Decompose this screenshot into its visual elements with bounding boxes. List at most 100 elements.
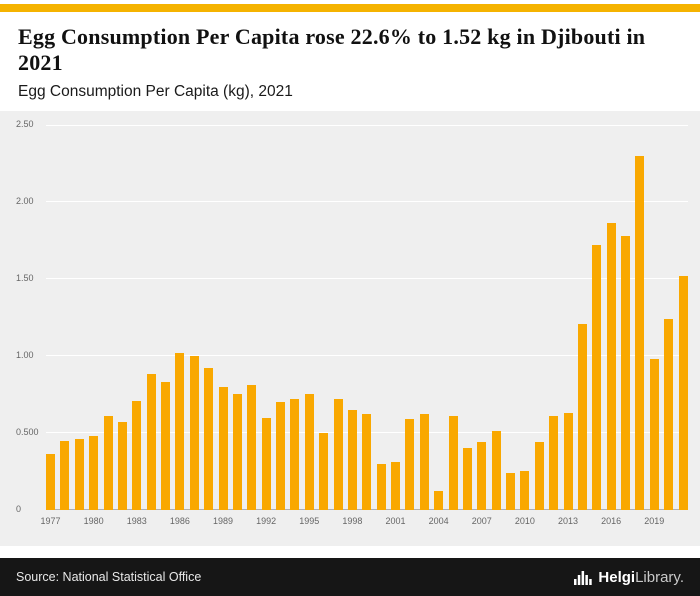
bar-2015 xyxy=(592,245,602,510)
x-slot-1981 xyxy=(104,516,113,530)
bar-1997 xyxy=(333,399,343,510)
x-slot-1980: 1980 xyxy=(84,516,104,530)
x-slot-1999 xyxy=(362,516,371,530)
gridline-2.50 xyxy=(46,124,688,126)
x-slot-2014 xyxy=(578,516,587,530)
bar-1994 xyxy=(290,399,300,510)
bar-1986 xyxy=(175,352,185,510)
bar-2009 xyxy=(506,472,515,510)
x-slot-2004: 2004 xyxy=(429,516,449,530)
x-slot-2013: 2013 xyxy=(558,516,578,530)
logo-text-helgi: Helgi xyxy=(598,568,636,586)
x-slot-2005 xyxy=(449,516,458,530)
chart-inner: 0 0.500 1.00 1.50 2.00 2.50 1977 1980 1983 1986 1… xyxy=(8,119,688,530)
bar-2010 xyxy=(520,471,530,510)
x-slot-1984 xyxy=(147,516,156,530)
bar-2004 xyxy=(434,491,444,510)
bar-1992 xyxy=(261,417,271,510)
bar-2012 xyxy=(549,415,559,510)
bar-1996 xyxy=(319,432,329,510)
x-tick-1995: 1995 xyxy=(299,515,320,526)
bar-1991 xyxy=(247,385,257,510)
top-accent-bar xyxy=(0,4,700,12)
x-slot-1995: 1995 xyxy=(299,516,319,530)
logo-text-dot: . xyxy=(679,568,684,586)
bar-2005 xyxy=(448,415,458,510)
x-slot-2020 xyxy=(664,516,673,530)
x-slot-1997 xyxy=(334,516,343,530)
bar-2013 xyxy=(563,412,573,510)
x-slot-2017 xyxy=(621,516,630,530)
bar-2018 xyxy=(635,155,645,510)
bar-2020 xyxy=(664,318,674,510)
x-tick-2010: 2010 xyxy=(514,515,535,526)
x-tick-2004: 2004 xyxy=(428,515,449,526)
bar-1981 xyxy=(103,415,113,510)
plot-area xyxy=(46,124,688,510)
x-slot-1985 xyxy=(161,516,170,530)
x-slot-1990 xyxy=(233,516,242,530)
bar-1983 xyxy=(132,400,142,510)
x-slot-1998: 1998 xyxy=(342,516,362,530)
bar-1998 xyxy=(347,409,357,510)
bar-2014 xyxy=(577,323,587,510)
bar-1985 xyxy=(161,382,170,510)
bar-chart-icon xyxy=(574,571,593,585)
x-slot-1993 xyxy=(276,516,285,530)
helgi-library-logo[interactable]: HelgiLibrary. xyxy=(574,569,684,586)
x-tick-1980: 1980 xyxy=(83,515,104,526)
y-axis: 0 0.500 1.00 1.50 2.00 2.50 xyxy=(8,119,46,514)
bar-1980 xyxy=(89,436,99,510)
x-tick-2007: 2007 xyxy=(471,515,492,526)
bar-2019 xyxy=(649,359,659,510)
x-slot-2003 xyxy=(420,516,429,530)
x-tick-1977: 1977 xyxy=(40,515,61,526)
x-slot-1979 xyxy=(75,516,84,530)
x-slot-2008 xyxy=(492,516,501,530)
x-slot-2002 xyxy=(405,516,414,530)
bar-1978 xyxy=(60,440,70,510)
footer: Source: National Statistical Office Helg… xyxy=(0,558,700,596)
x-slot-2006 xyxy=(463,516,472,530)
x-slot-1994 xyxy=(290,516,299,530)
bar-chart: 0 0.500 1.00 1.50 2.00 2.50 1977 1980 1983 1986 1… xyxy=(0,110,700,546)
x-tick-2016: 2016 xyxy=(601,515,622,526)
x-tick-2019: 2019 xyxy=(644,515,665,526)
bar-1979 xyxy=(74,439,84,510)
x-slot-2010: 2010 xyxy=(515,516,535,530)
bar-2016 xyxy=(606,223,616,510)
plot-column: 1977 1980 1983 1986 1989 1992 1995 1998 2001 2004… xyxy=(40,124,688,530)
x-slot-1982 xyxy=(118,516,127,530)
logo-text-library: Library xyxy=(635,568,680,586)
bar-1982 xyxy=(117,422,127,510)
bar-1995 xyxy=(304,394,314,510)
x-slot-1988 xyxy=(204,516,213,530)
logo-text: HelgiLibrary. xyxy=(598,569,684,586)
bar-1984 xyxy=(146,374,156,510)
gridline-1.00 xyxy=(46,354,688,356)
x-slot-2001: 2001 xyxy=(385,516,405,530)
x-slot-1991 xyxy=(247,516,256,530)
x-tick-1986: 1986 xyxy=(169,515,190,526)
bar-2021 xyxy=(678,275,688,510)
x-slot-1987 xyxy=(190,516,199,530)
bar-1988 xyxy=(204,368,214,510)
x-slot-1977: 1977 xyxy=(40,516,60,530)
x-tick-1983: 1983 xyxy=(126,515,147,526)
y-tick-2.00: 2.00 xyxy=(16,195,34,206)
x-slot-1992: 1992 xyxy=(256,516,276,530)
bar-1999 xyxy=(362,414,372,510)
bar-1993 xyxy=(276,402,285,510)
x-slot-2016: 2016 xyxy=(601,516,621,530)
x-slot-2012 xyxy=(549,516,558,530)
bar-2002 xyxy=(405,419,415,510)
x-tick-1998: 1998 xyxy=(342,515,363,526)
x-tick-2001: 2001 xyxy=(385,515,406,526)
bar-1989 xyxy=(218,386,228,510)
bars-row xyxy=(46,125,688,510)
header: Egg Consumption Per Capita rose 22.6% to… xyxy=(0,12,700,111)
y-tick-0.500: 0.500 xyxy=(16,426,39,437)
bar-2006 xyxy=(462,448,472,510)
bar-2003 xyxy=(419,414,429,510)
